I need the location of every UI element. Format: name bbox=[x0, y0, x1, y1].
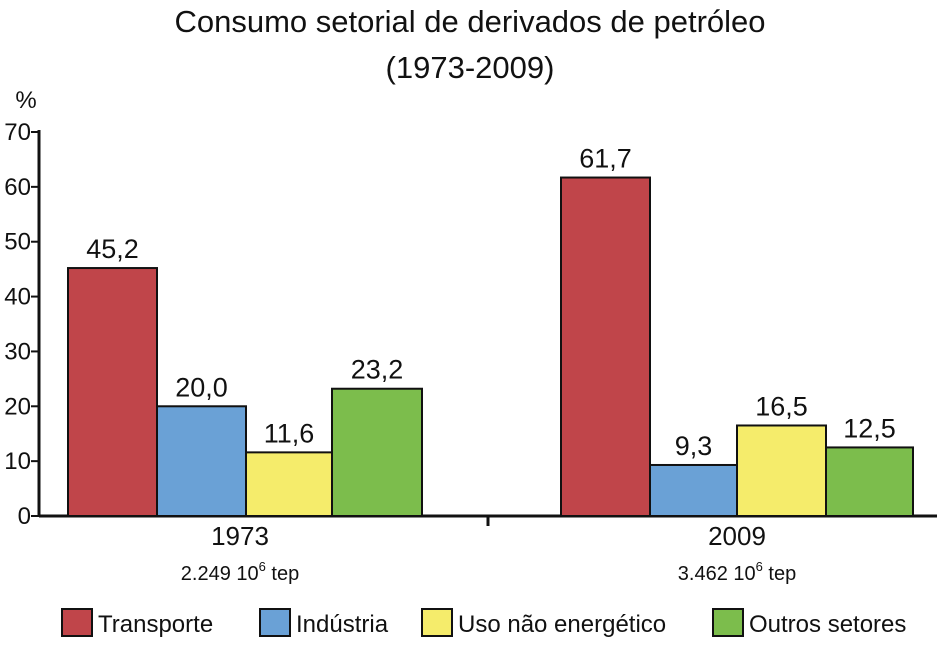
y-tick-label: 40 bbox=[4, 284, 31, 311]
bars: 45,2 20,0 11,6 23,2 61,7 9,3 16,5 12,5 bbox=[67, 144, 914, 518]
bar bbox=[331, 387, 423, 517]
bar bbox=[736, 424, 827, 517]
bar bbox=[649, 463, 738, 517]
category-note: 2.249 106 tep bbox=[181, 559, 299, 585]
y-tick-label: 50 bbox=[4, 229, 31, 256]
bar bbox=[245, 451, 333, 518]
data-label: 16,5 bbox=[755, 391, 808, 421]
data-label: 20,0 bbox=[175, 372, 228, 402]
chart-subtitle: (1973-2009) bbox=[386, 50, 555, 85]
y-tick-label: 60 bbox=[4, 174, 31, 201]
bar bbox=[67, 267, 158, 517]
data-label: 61,7 bbox=[579, 144, 632, 174]
legend-label: Transporte bbox=[98, 611, 213, 638]
category-note-value: 2.249 10 bbox=[181, 563, 259, 585]
bar bbox=[825, 446, 914, 517]
y-tick-label: 20 bbox=[4, 393, 31, 420]
category-note-exponent: 6 bbox=[259, 559, 266, 574]
y-tick-label: 10 bbox=[4, 448, 31, 475]
y-tick-label: 70 bbox=[4, 119, 31, 146]
legend-swatch bbox=[421, 608, 453, 637]
bar bbox=[560, 176, 651, 517]
legend-swatch bbox=[712, 608, 744, 637]
bar bbox=[156, 405, 247, 517]
data-label: 11,6 bbox=[264, 418, 315, 448]
category-note-value: 3.462 10 bbox=[678, 563, 756, 585]
category-note: 3.462 106 tep bbox=[678, 559, 796, 585]
x-category-label: 2009 bbox=[708, 521, 766, 551]
legend: Transporte Indústria Uso não energético Out… bbox=[61, 608, 906, 638]
y-tick-label: 0 bbox=[18, 503, 31, 530]
data-label: 9,3 bbox=[675, 431, 713, 461]
chart-title: Consumo setorial de derivados de petróle… bbox=[174, 4, 765, 39]
data-label: 45,2 bbox=[86, 234, 139, 264]
legend-label: Uso não energético bbox=[458, 611, 666, 638]
data-label: 23,2 bbox=[351, 355, 404, 385]
category-note-unit: tep bbox=[266, 563, 299, 585]
y-axis-unit-label: % bbox=[15, 87, 36, 114]
category-note-exponent: 6 bbox=[756, 559, 763, 574]
legend-label: Outros setores bbox=[749, 611, 906, 638]
y-tick-label: 30 bbox=[4, 338, 31, 365]
category-note-unit: tep bbox=[763, 563, 796, 585]
legend-label: Indústria bbox=[296, 611, 389, 638]
legend-swatch bbox=[61, 608, 93, 637]
data-label: 12,5 bbox=[843, 413, 896, 443]
x-category-label: 1973 bbox=[211, 521, 269, 551]
legend-swatch bbox=[259, 608, 291, 637]
